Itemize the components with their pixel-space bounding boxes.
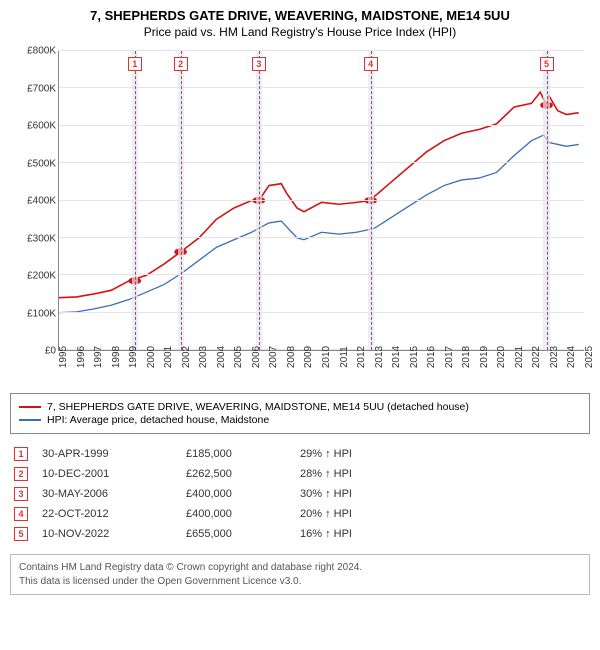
event-marker-box: 1 xyxy=(128,57,142,71)
y-tick-label: £300K xyxy=(10,233,56,244)
y-tick-label: £100K xyxy=(10,308,56,319)
sale-price: £262,500 xyxy=(186,468,286,480)
y-tick-label: £800K xyxy=(10,46,56,57)
sale-date: 30-MAY-2006 xyxy=(42,488,172,500)
sale-number-box: 1 xyxy=(14,447,28,461)
sale-delta: 16% ↑ HPI xyxy=(300,528,590,540)
x-tick-label: 2025 xyxy=(584,346,600,368)
event-marker-box: 5 xyxy=(540,57,554,71)
event-marker-box: 3 xyxy=(252,57,266,71)
sale-number-box: 3 xyxy=(14,487,28,501)
chart-title: 7, SHEPHERDS GATE DRIVE, WEAVERING, MAID… xyxy=(10,8,590,23)
legend-label: HPI: Average price, detached house, Maid… xyxy=(47,414,269,426)
sale-row: 1 30-APR-1999 £185,000 29% ↑ HPI xyxy=(10,444,590,464)
y-tick-label: £500K xyxy=(10,158,56,169)
sale-price: £400,000 xyxy=(186,488,286,500)
sale-row: 3 30-MAY-2006 £400,000 30% ↑ HPI xyxy=(10,484,590,504)
event-dashline xyxy=(259,51,260,350)
legend-swatch xyxy=(19,419,41,421)
event-dashline xyxy=(135,51,136,350)
legend-label: 7, SHEPHERDS GATE DRIVE, WEAVERING, MAID… xyxy=(47,401,469,413)
sale-number-box: 5 xyxy=(14,527,28,541)
footnote: Contains HM Land Registry data © Crown c… xyxy=(10,554,590,595)
footnote-line: This data is licensed under the Open Gov… xyxy=(19,575,581,589)
sale-row: 5 10-NOV-2022 £655,000 16% ↑ HPI xyxy=(10,524,590,544)
legend-row: HPI: Average price, detached house, Maid… xyxy=(19,414,581,426)
sale-number-box: 2 xyxy=(14,467,28,481)
chart-subtitle: Price paid vs. HM Land Registry's House … xyxy=(10,25,590,39)
y-tick-label: £400K xyxy=(10,196,56,207)
event-marker-box: 2 xyxy=(174,57,188,71)
legend-row: 7, SHEPHERDS GATE DRIVE, WEAVERING, MAID… xyxy=(19,401,581,413)
sale-row: 2 10-DEC-2001 £262,500 28% ↑ HPI xyxy=(10,464,590,484)
chart-wrap: £0 £100K £200K £300K £400K £500K £600K £700K £80… xyxy=(10,47,590,387)
sale-delta: 20% ↑ HPI xyxy=(300,508,590,520)
plot-area: 1 2 3 4 5 xyxy=(58,51,584,351)
legend-swatch xyxy=(19,406,41,408)
event-marker-box: 4 xyxy=(364,57,378,71)
sale-date: 10-DEC-2001 xyxy=(42,468,172,480)
sale-date: 30-APR-1999 xyxy=(42,448,172,460)
sale-date: 22-OCT-2012 xyxy=(42,508,172,520)
y-tick-label: £0 xyxy=(10,346,56,357)
footnote-line: Contains HM Land Registry data © Crown c… xyxy=(19,561,581,575)
sale-delta: 28% ↑ HPI xyxy=(300,468,590,480)
sale-price: £655,000 xyxy=(186,528,286,540)
event-dashline xyxy=(371,51,372,350)
sales-table: 1 30-APR-1999 £185,000 29% ↑ HPI 2 10-DEC-200… xyxy=(10,444,590,544)
event-dashline xyxy=(547,51,548,350)
sale-date: 10-NOV-2022 xyxy=(42,528,172,540)
sale-number-box: 4 xyxy=(14,507,28,521)
sale-delta: 29% ↑ HPI xyxy=(300,448,590,460)
y-tick-label: £200K xyxy=(10,271,56,282)
y-tick-label: £700K xyxy=(10,83,56,94)
legend: 7, SHEPHERDS GATE DRIVE, WEAVERING, MAID… xyxy=(10,393,590,434)
sale-row: 4 22-OCT-2012 £400,000 20% ↑ HPI xyxy=(10,504,590,524)
sale-price: £400,000 xyxy=(186,508,286,520)
chart-container: 7, SHEPHERDS GATE DRIVE, WEAVERING, MAID… xyxy=(0,0,600,603)
sale-delta: 30% ↑ HPI xyxy=(300,488,590,500)
event-dashline xyxy=(181,51,182,350)
sale-price: £185,000 xyxy=(186,448,286,460)
y-tick-label: £600K xyxy=(10,121,56,132)
